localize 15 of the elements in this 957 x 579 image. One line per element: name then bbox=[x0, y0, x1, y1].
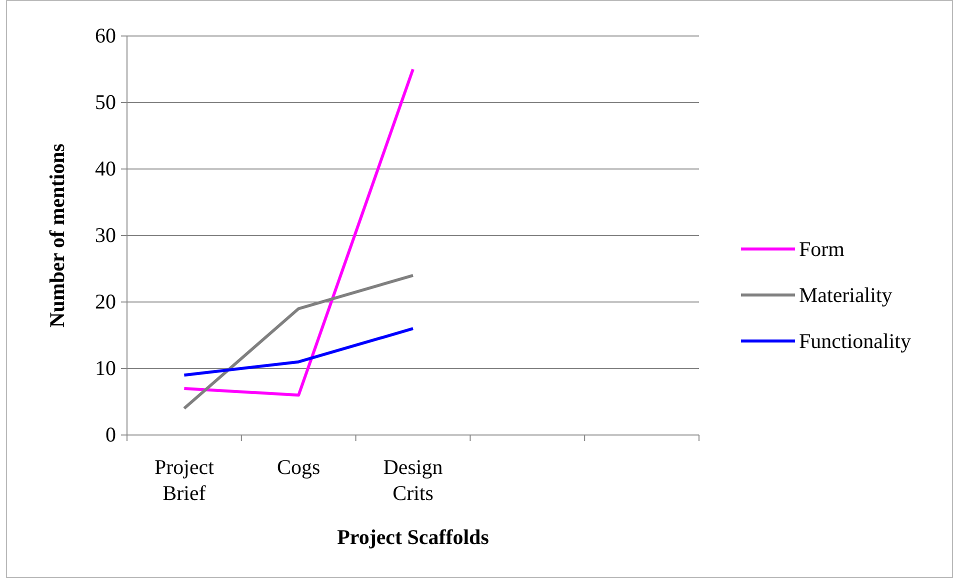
x-axis-title: Project Scaffolds bbox=[337, 525, 489, 549]
legend-label: Form bbox=[799, 237, 845, 261]
y-tick-label: 40 bbox=[95, 156, 116, 181]
y-tick-label: 20 bbox=[95, 290, 116, 314]
y-tick-label: 50 bbox=[95, 90, 116, 114]
y-axis-title: Number of mentions bbox=[45, 144, 69, 328]
x-tick-label: Cogs bbox=[277, 455, 320, 479]
legend-label: Functionality bbox=[799, 329, 912, 353]
x-tick-label: Project Brief bbox=[154, 455, 214, 505]
y-tick-label: 30 bbox=[95, 223, 116, 248]
x-tick-label: Design Crits bbox=[383, 455, 444, 505]
y-tick-label: 60 bbox=[95, 24, 116, 48]
legend-label: Materiality bbox=[799, 283, 893, 307]
y-tick-label: 10 bbox=[95, 356, 116, 380]
y-tick-label: 0 bbox=[106, 422, 116, 447]
